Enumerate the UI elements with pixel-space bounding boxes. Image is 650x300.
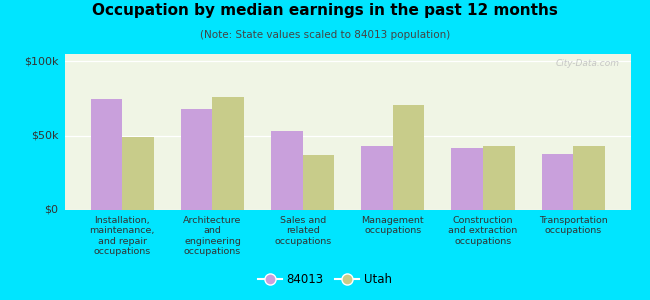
Bar	[541, 154, 573, 210]
Text: Architecture
and
engineering
occupations: Architecture and engineering occupations	[183, 216, 242, 256]
Text: Installation,
maintenance,
and repair
occupations: Installation, maintenance, and repair oc…	[90, 216, 155, 256]
Text: Occupation by median earnings in the past 12 months: Occupation by median earnings in the pas…	[92, 3, 558, 18]
Text: Transportation
occupations: Transportation occupations	[539, 216, 608, 236]
Bar	[573, 146, 604, 210]
Bar	[122, 137, 154, 210]
Bar	[452, 148, 483, 210]
Text: Construction
and extraction
occupations: Construction and extraction occupations	[448, 216, 517, 246]
Bar	[91, 99, 122, 210]
Text: Management
occupations: Management occupations	[361, 216, 424, 236]
Legend: 84013, Utah: 84013, Utah	[254, 269, 396, 291]
Text: Sales and
related
occupations: Sales and related occupations	[274, 216, 332, 246]
Bar	[213, 97, 244, 210]
Text: $100k: $100k	[24, 56, 58, 66]
Bar	[361, 146, 393, 210]
Bar	[181, 109, 213, 210]
Bar	[271, 131, 303, 210]
Text: City-Data.com: City-Data.com	[555, 59, 619, 68]
Text: $0: $0	[44, 205, 58, 215]
Bar	[483, 146, 515, 210]
Text: $50k: $50k	[31, 131, 58, 141]
Bar	[393, 104, 424, 210]
Bar	[303, 155, 334, 210]
Text: (Note: State values scaled to 84013 population): (Note: State values scaled to 84013 popu…	[200, 30, 450, 40]
